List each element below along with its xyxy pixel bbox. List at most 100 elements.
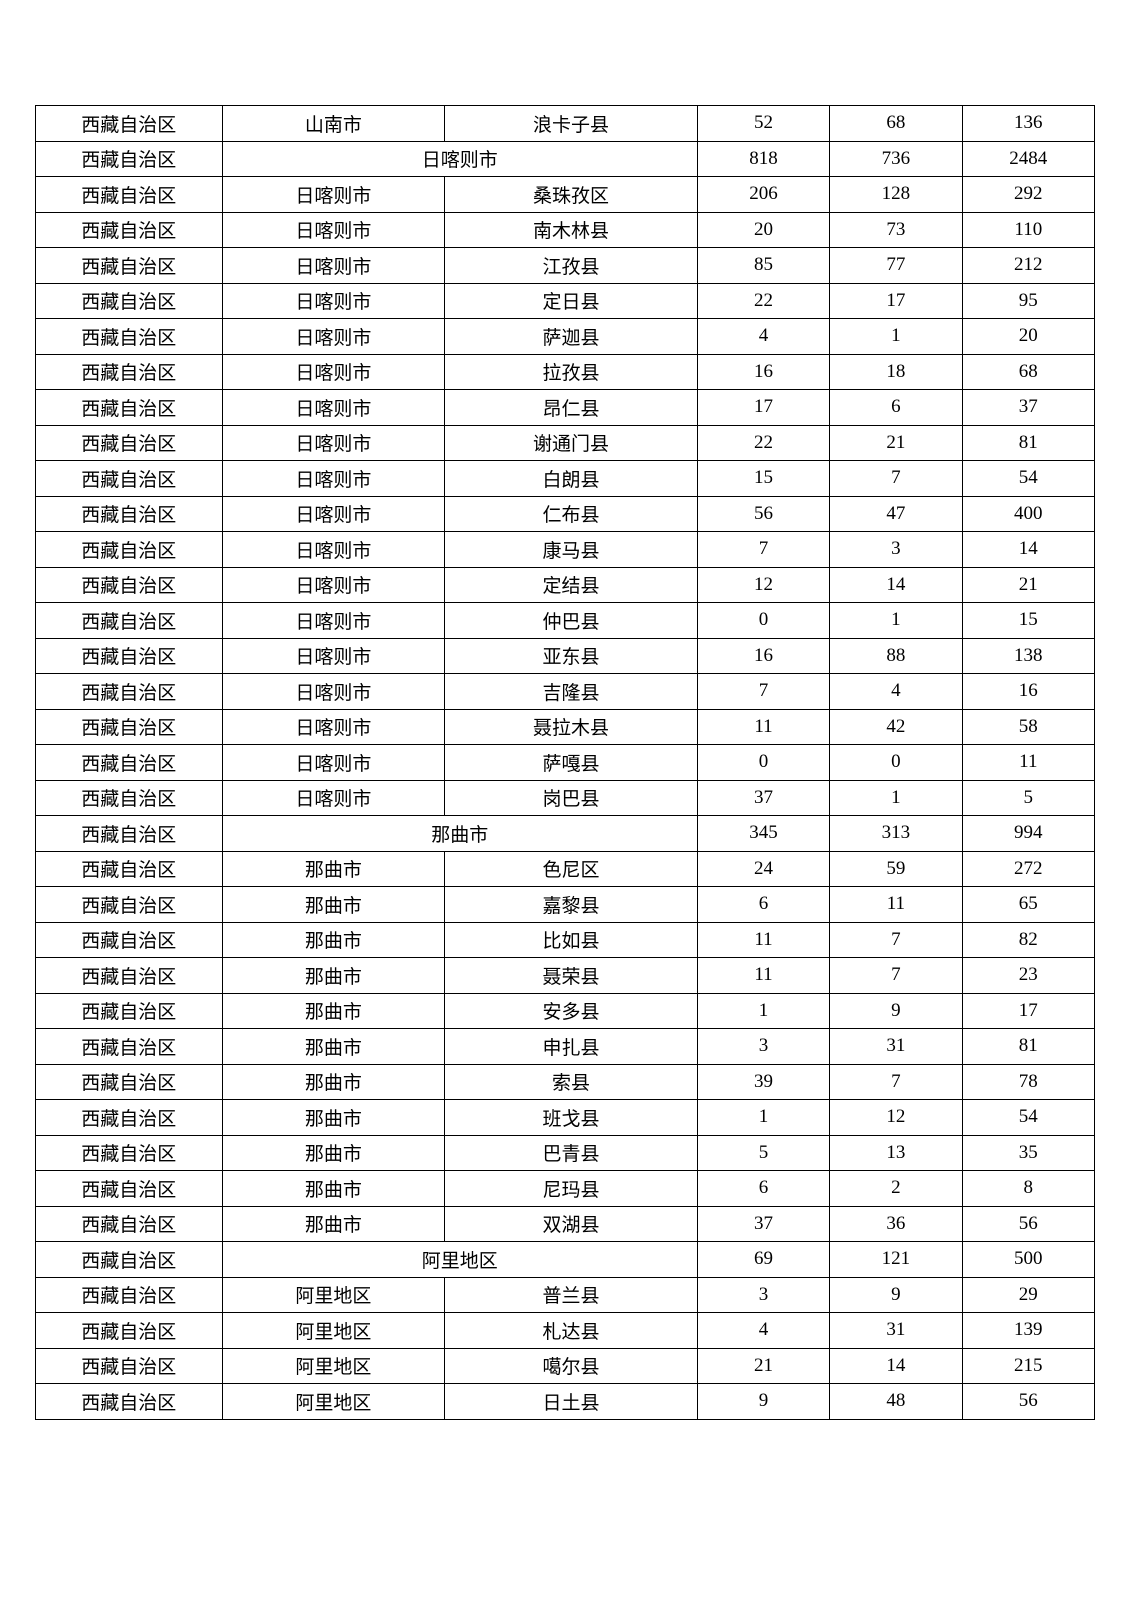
cell-value: 4 <box>830 674 962 710</box>
cell-value: 215 <box>962 1348 1094 1384</box>
table-row: 西藏自治区阿里地区日土县94856 <box>36 1384 1095 1420</box>
cell-value: 0 <box>697 745 829 781</box>
cell-value: 11 <box>697 709 829 745</box>
cell-value: 12 <box>830 1100 962 1136</box>
cell-value: 14 <box>830 567 962 603</box>
table-row: 西藏自治区日喀则市定日县221795 <box>36 283 1095 319</box>
cell-county: 安多县 <box>445 993 698 1029</box>
cell-value: 59 <box>830 851 962 887</box>
cell-city: 日喀则市 <box>222 354 445 390</box>
table-row: 西藏自治区那曲市申扎县33181 <box>36 1029 1095 1065</box>
cell-value: 81 <box>962 1029 1094 1065</box>
cell-county: 申扎县 <box>445 1029 698 1065</box>
cell-value: 14 <box>962 532 1094 568</box>
cell-value: 3 <box>697 1277 829 1313</box>
cell-city: 那曲市 <box>222 1206 445 1242</box>
cell-value: 81 <box>962 425 1094 461</box>
cell-region: 西藏自治区 <box>36 1313 223 1349</box>
cell-value: 8 <box>962 1171 1094 1207</box>
cell-value: 22 <box>697 425 829 461</box>
cell-value: 272 <box>962 851 1094 887</box>
cell-value: 58 <box>962 709 1094 745</box>
table-row: 西藏自治区那曲市聂荣县11723 <box>36 958 1095 994</box>
cell-value: 2 <box>830 1171 962 1207</box>
table-row: 西藏自治区日喀则市萨嘎县0011 <box>36 745 1095 781</box>
cell-city: 那曲市 <box>222 958 445 994</box>
cell-value: 313 <box>830 816 962 852</box>
cell-value: 56 <box>962 1206 1094 1242</box>
cell-city: 日喀则市 <box>222 709 445 745</box>
table-row: 西藏自治区日喀则市仲巴县0115 <box>36 603 1095 639</box>
cell-city: 那曲市 <box>222 1029 445 1065</box>
cell-value: 37 <box>697 1206 829 1242</box>
cell-value: 9 <box>830 993 962 1029</box>
cell-value: 21 <box>697 1348 829 1384</box>
table-row: 西藏自治区那曲市班戈县11254 <box>36 1100 1095 1136</box>
cell-county: 吉隆县 <box>445 674 698 710</box>
cell-value: 17 <box>962 993 1094 1029</box>
cell-value: 7 <box>830 922 962 958</box>
cell-county: 索县 <box>445 1064 698 1100</box>
cell-value: 9 <box>697 1384 829 1420</box>
cell-value: 994 <box>962 816 1094 852</box>
cell-city: 日喀则市 <box>222 319 445 355</box>
cell-region: 西藏自治区 <box>36 106 223 142</box>
cell-county: 普兰县 <box>445 1277 698 1313</box>
cell-value: 3 <box>697 1029 829 1065</box>
cell-county: 噶尔县 <box>445 1348 698 1384</box>
cell-value: 400 <box>962 496 1094 532</box>
cell-region: 西藏自治区 <box>36 887 223 923</box>
table-body: 西藏自治区山南市浪卡子县5268136西藏自治区日喀则市8187362484西藏… <box>36 106 1095 1420</box>
cell-value: 85 <box>697 248 829 284</box>
table-row: 西藏自治区日喀则市岗巴县3715 <box>36 780 1095 816</box>
cell-value: 31 <box>830 1313 962 1349</box>
cell-value: 35 <box>962 1135 1094 1171</box>
table-row: 西藏自治区日喀则市亚东县1688138 <box>36 638 1095 674</box>
table-row: 西藏自治区那曲市345313994 <box>36 816 1095 852</box>
cell-value: 68 <box>830 106 962 142</box>
table-row: 西藏自治区日喀则市8187362484 <box>36 141 1095 177</box>
cell-county: 聂拉木县 <box>445 709 698 745</box>
cell-value: 16 <box>697 354 829 390</box>
cell-county: 康马县 <box>445 532 698 568</box>
table-row: 西藏自治区日喀则市定结县121421 <box>36 567 1095 603</box>
cell-county: 谢通门县 <box>445 425 698 461</box>
cell-county: 双湖县 <box>445 1206 698 1242</box>
cell-value: 4 <box>697 1313 829 1349</box>
cell-county: 江孜县 <box>445 248 698 284</box>
cell-region: 西藏自治区 <box>36 141 223 177</box>
cell-region: 西藏自治区 <box>36 1206 223 1242</box>
cell-county: 浪卡子县 <box>445 106 698 142</box>
table-row: 西藏自治区那曲市色尼区2459272 <box>36 851 1095 887</box>
cell-city: 日喀则市 <box>222 390 445 426</box>
cell-value: 18 <box>830 354 962 390</box>
cell-region: 西藏自治区 <box>36 1171 223 1207</box>
table-row: 西藏自治区山南市浪卡子县5268136 <box>36 106 1095 142</box>
cell-value: 24 <box>697 851 829 887</box>
table-row: 西藏自治区那曲市索县39778 <box>36 1064 1095 1100</box>
cell-region: 西藏自治区 <box>36 1064 223 1100</box>
cell-county: 萨迦县 <box>445 319 698 355</box>
cell-value: 736 <box>830 141 962 177</box>
cell-value: 7 <box>830 461 962 497</box>
cell-region: 西藏自治区 <box>36 1277 223 1313</box>
cell-region: 西藏自治区 <box>36 674 223 710</box>
cell-city: 日喀则市 <box>222 745 445 781</box>
cell-region: 西藏自治区 <box>36 745 223 781</box>
cell-region: 西藏自治区 <box>36 496 223 532</box>
cell-county: 拉孜县 <box>445 354 698 390</box>
cell-county: 仁布县 <box>445 496 698 532</box>
cell-region: 西藏自治区 <box>36 425 223 461</box>
cell-city-merged: 那曲市 <box>222 816 697 852</box>
table-row: 西藏自治区日喀则市仁布县5647400 <box>36 496 1095 532</box>
cell-value: 88 <box>830 638 962 674</box>
cell-value: 5 <box>962 780 1094 816</box>
cell-value: 77 <box>830 248 962 284</box>
cell-value: 21 <box>962 567 1094 603</box>
cell-region: 西藏自治区 <box>36 922 223 958</box>
cell-region: 西藏自治区 <box>36 1029 223 1065</box>
cell-value: 7 <box>697 674 829 710</box>
cell-value: 39 <box>697 1064 829 1100</box>
cell-value: 110 <box>962 212 1094 248</box>
cell-value: 20 <box>697 212 829 248</box>
